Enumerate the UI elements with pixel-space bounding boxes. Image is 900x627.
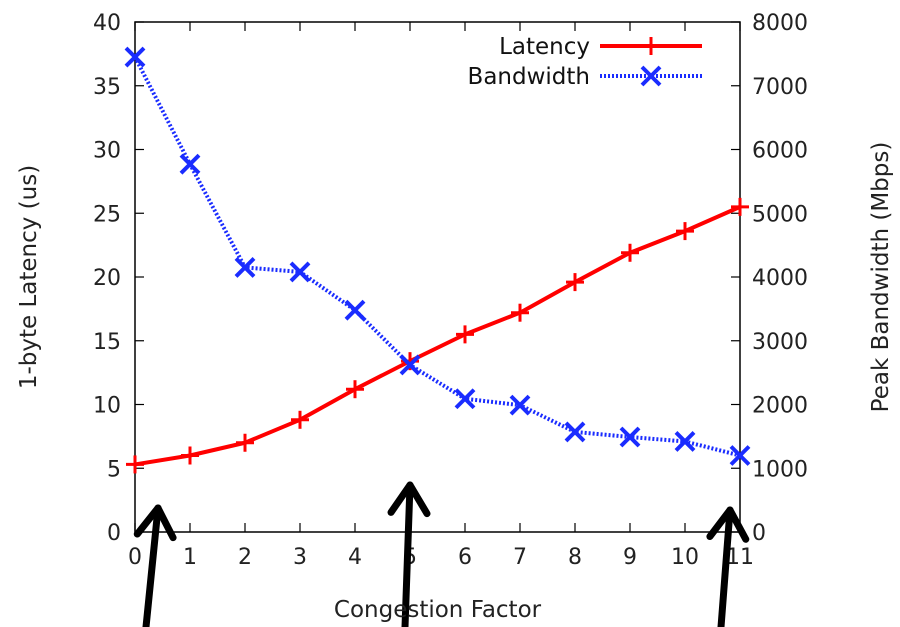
x-tick-label: 1 <box>183 545 197 570</box>
series-line-bandwidth <box>133 56 741 458</box>
annotation-arrow-shaft <box>717 506 734 627</box>
y2-tick-label: 0 <box>752 521 766 546</box>
data-point-latency <box>126 455 144 474</box>
marker-stroke <box>179 153 201 175</box>
data-point-bandwidth <box>454 388 476 410</box>
annotation-arrow-shaft <box>142 504 162 627</box>
data-point-bandwidth <box>124 46 146 68</box>
marker-stroke <box>454 388 476 410</box>
y-tick-label: 0 <box>107 521 121 546</box>
data-point-latency <box>511 303 529 322</box>
marker-stroke <box>234 257 256 278</box>
legend: Latency Bandwidth <box>468 34 702 90</box>
data-point-bandwidth <box>399 354 421 376</box>
x-tick-label: 3 <box>293 545 307 570</box>
y-tick-label: 35 <box>93 75 121 100</box>
x-tick-label: 10 <box>671 545 699 570</box>
marker-stroke <box>674 431 696 452</box>
y-tick-label: 15 <box>93 330 121 355</box>
marker-stroke <box>564 421 586 443</box>
x-tick-label: 2 <box>238 545 252 570</box>
x-axis-title: Congestion Factor <box>334 597 542 623</box>
y2-tick-label: 4000 <box>752 266 808 291</box>
annotations <box>133 481 750 627</box>
y-tick-label: 30 <box>93 139 121 164</box>
x-tick-label: 7 <box>513 545 527 570</box>
data-point-bandwidth <box>619 426 641 448</box>
data-point-latency <box>566 273 584 292</box>
y-axis-title: 1-byte Latency (us) <box>16 165 42 389</box>
marker-stroke <box>509 394 531 416</box>
annotation-arrow-head <box>387 481 431 518</box>
y2-tick-label: 7000 <box>752 75 808 100</box>
data-point-latency <box>181 446 199 465</box>
data-point-latency <box>236 433 254 452</box>
annotation-arrow-shaft <box>401 481 414 627</box>
y-tick-label: 40 <box>93 11 121 36</box>
marker-stroke <box>729 445 751 466</box>
data-point-bandwidth <box>509 394 531 416</box>
y2-axis-title: Peak Bandwidth (Mbps) <box>868 142 894 413</box>
data-point-bandwidth <box>564 421 586 443</box>
marker-stroke <box>399 354 421 376</box>
marker-stroke <box>344 299 366 321</box>
x-tick-label: 0 <box>128 545 142 570</box>
y2-tick-label: 5000 <box>752 202 808 227</box>
data-point-bandwidth <box>289 261 311 283</box>
annotation-arrow-head <box>706 506 750 543</box>
y2-tick-label: 6000 <box>752 139 808 164</box>
x-tick-label: 9 <box>623 545 637 570</box>
legend-marker <box>640 65 662 87</box>
x-tick-label: 6 <box>458 545 472 570</box>
y-tick-label: 25 <box>93 202 121 227</box>
x-tick-label: 11 <box>726 545 754 570</box>
data-point-bandwidth <box>674 431 696 452</box>
y2-tick-label: 3000 <box>752 330 808 355</box>
legend-label: Bandwidth <box>468 64 590 90</box>
annotation-arrow-head <box>133 504 177 542</box>
legend-label: Latency <box>499 34 590 60</box>
y-tick-label: 5 <box>107 457 121 482</box>
data-point-bandwidth <box>344 299 366 321</box>
marker-stroke <box>124 46 146 68</box>
series-layer <box>124 46 751 474</box>
x-tick-label: 8 <box>568 545 582 570</box>
data-point-latency <box>676 222 694 241</box>
series-line-latency <box>134 205 741 467</box>
data-point-latency <box>456 325 474 344</box>
data-point-latency <box>291 410 309 429</box>
data-point-bandwidth <box>729 445 751 466</box>
data-point-latency <box>731 197 749 216</box>
x-tick-label: 4 <box>348 545 362 570</box>
y2-tick-label: 1000 <box>752 457 808 482</box>
data-point-latency <box>621 243 639 262</box>
y-tick-label: 20 <box>93 266 121 291</box>
marker-stroke <box>640 65 662 87</box>
y-tick-label: 10 <box>93 394 121 419</box>
data-point-latency <box>346 380 364 399</box>
plot-frame <box>134 21 741 533</box>
marker-stroke <box>619 426 641 448</box>
legend-marker <box>642 37 660 55</box>
y2-tick-label: 2000 <box>752 394 808 419</box>
data-point-bandwidth <box>234 257 256 278</box>
axes: 0123456789101105101520253035400100020003… <box>93 11 808 570</box>
marker-stroke <box>289 261 311 283</box>
data-point-bandwidth <box>179 153 201 175</box>
y2-tick-label: 8000 <box>752 11 808 36</box>
